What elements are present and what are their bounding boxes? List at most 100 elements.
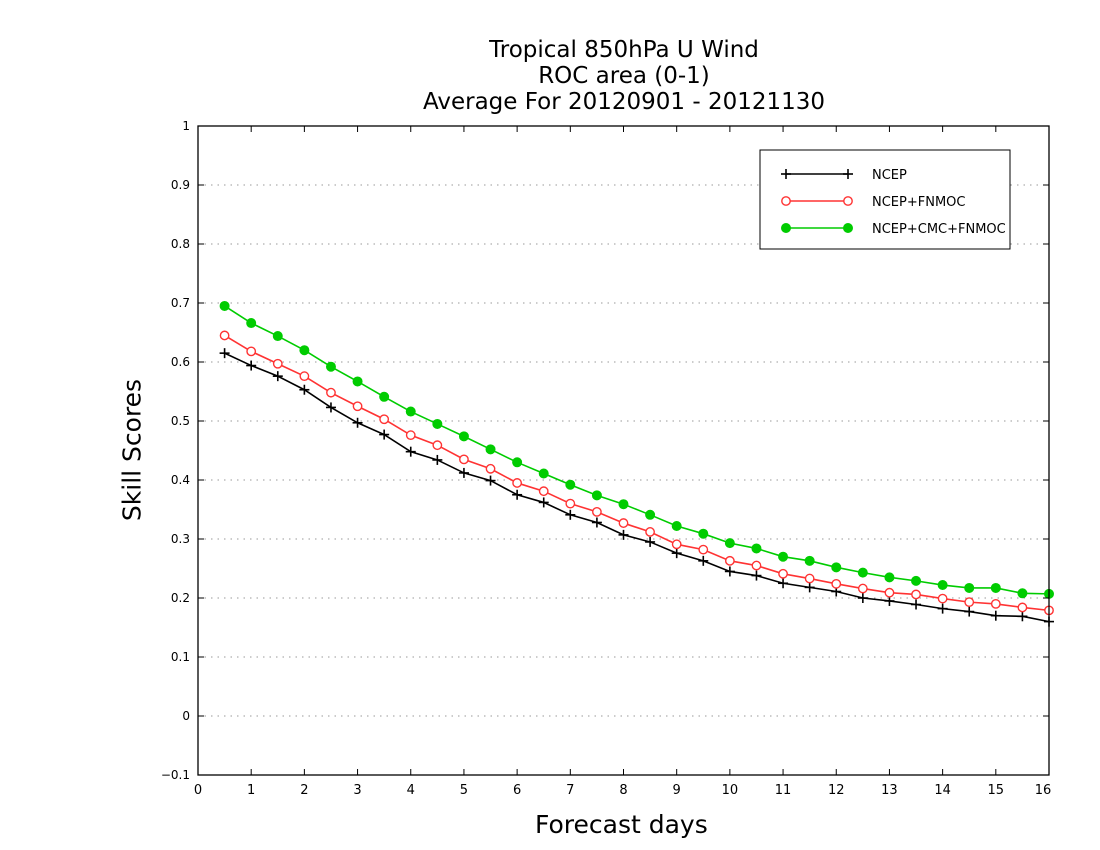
data-point <box>405 446 416 457</box>
data-point <box>831 562 842 573</box>
x-tick-label: 8 <box>619 783 627 798</box>
data-point <box>352 401 363 412</box>
x-tick-label: 7 <box>566 783 574 798</box>
data-point <box>459 454 469 465</box>
legend-marker <box>843 196 853 206</box>
data-point <box>724 566 735 577</box>
data-point <box>591 490 602 501</box>
x-tick-label: 4 <box>407 783 415 798</box>
data-point <box>592 506 602 517</box>
x-tick-label: 16 <box>1035 783 1052 798</box>
data-point <box>219 348 230 359</box>
data-point <box>591 517 602 528</box>
data-point <box>857 593 868 603</box>
data-point <box>964 606 975 617</box>
data-point <box>671 548 682 559</box>
data-point <box>432 440 443 451</box>
data-point <box>964 597 975 608</box>
data-point <box>831 578 842 589</box>
y-tick-label: 0.7 <box>171 296 190 310</box>
data-point <box>565 479 576 490</box>
data-point <box>804 573 815 584</box>
data-point <box>857 567 868 578</box>
x-axis-label: Forecast days <box>535 810 708 839</box>
data-point <box>299 384 310 395</box>
series-ncep-cmc-fnmoc <box>219 300 1054 599</box>
data-point <box>857 583 868 594</box>
y-tick-label: 0.4 <box>171 473 190 487</box>
data-point <box>299 371 310 382</box>
legend-label: NCEP <box>872 168 907 183</box>
data-point <box>698 528 709 539</box>
data-point <box>246 318 257 329</box>
x-tick-label: 12 <box>828 783 845 798</box>
y-tick-label: −0.1 <box>161 768 190 782</box>
data-point <box>458 467 469 478</box>
data-point <box>379 391 390 402</box>
data-point <box>964 582 975 593</box>
data-point <box>272 331 283 342</box>
data-point <box>884 587 895 598</box>
data-point <box>405 430 416 441</box>
data-point <box>405 406 416 417</box>
y-tick-label: 0.1 <box>171 650 190 664</box>
data-point <box>565 509 576 520</box>
data-point <box>379 414 390 425</box>
x-tick-label: 3 <box>353 783 361 798</box>
legend-marker <box>781 196 791 206</box>
data-point <box>804 555 815 566</box>
series-line <box>224 352 1050 623</box>
data-point <box>937 580 948 591</box>
x-tick-label: 14 <box>934 783 951 798</box>
data-point <box>379 429 390 440</box>
data-point <box>751 560 762 571</box>
data-point <box>884 572 895 583</box>
x-tick-label: 1 <box>247 783 255 798</box>
x-tick-label: 10 <box>722 783 739 798</box>
legend-marker <box>843 223 853 233</box>
data-point <box>751 543 762 554</box>
data-point <box>485 444 496 455</box>
data-point <box>724 538 735 549</box>
data-point <box>272 358 283 369</box>
series-line <box>224 305 1050 595</box>
data-point <box>911 589 921 600</box>
y-tick-label: 0.6 <box>171 355 190 369</box>
data-point <box>1017 588 1028 599</box>
data-point <box>698 555 709 566</box>
data-point <box>352 376 363 387</box>
legend-marker <box>781 223 791 233</box>
series-ncep <box>219 348 1054 627</box>
data-point <box>671 521 682 532</box>
data-point <box>778 578 789 589</box>
x-tick-label: 2 <box>300 783 308 798</box>
data-point <box>990 610 1001 621</box>
axis-ticks: −0.100.10.20.30.40.50.60.70.80.910 1 2 3 4 5 6… <box>161 119 1051 798</box>
data-point <box>326 387 336 398</box>
data-point <box>1017 611 1028 622</box>
data-point <box>884 595 895 606</box>
data-point <box>645 536 656 547</box>
series-layer <box>219 300 1054 627</box>
y-tick-label: 0.8 <box>171 237 190 251</box>
data-point <box>219 300 230 311</box>
data-point <box>325 361 336 372</box>
legend-label: NCEP+FNMOC <box>872 195 965 210</box>
legend-label: NCEP+CMC+FNMOC <box>872 222 1006 237</box>
data-point <box>1017 602 1028 613</box>
data-point <box>485 463 496 474</box>
data-point <box>272 371 283 382</box>
data-point <box>698 544 709 555</box>
x-tick-label: 13 <box>881 783 898 798</box>
data-point <box>432 454 443 465</box>
data-point <box>299 345 310 356</box>
data-point <box>325 402 336 413</box>
data-point <box>671 539 682 550</box>
data-point <box>724 555 735 566</box>
x-tick-label: 11 <box>775 783 792 798</box>
x-tick-label: 0 <box>194 783 202 798</box>
data-point <box>219 330 230 341</box>
data-point <box>352 417 363 428</box>
data-point <box>512 457 523 468</box>
